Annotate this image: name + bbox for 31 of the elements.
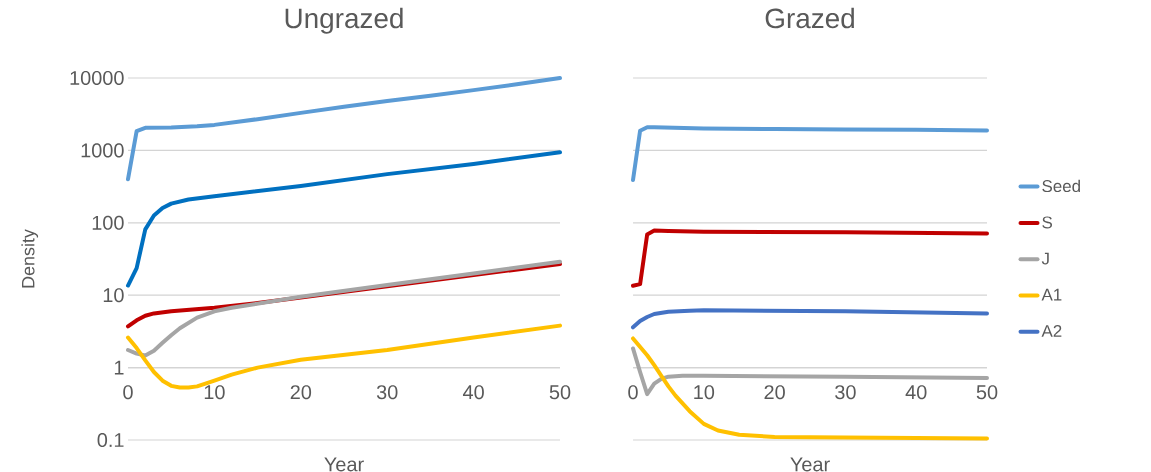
x-tick-label: 40 xyxy=(462,385,484,400)
line-series xyxy=(126,75,562,182)
line-series xyxy=(126,150,562,288)
x-axis-title: Year xyxy=(790,457,830,472)
x-tick-label: 20 xyxy=(290,385,312,400)
x-tick-label: 30 xyxy=(376,385,398,400)
x-tick-label: 40 xyxy=(905,385,927,400)
legend-label: S xyxy=(1042,216,1053,229)
x-tick-label: 0 xyxy=(628,385,638,400)
y-tick-label: 1 xyxy=(114,360,124,375)
x-tick-label: 20 xyxy=(764,385,785,400)
legend-label: A1 xyxy=(1041,288,1062,301)
legend-label: J xyxy=(1041,252,1049,265)
y-tick-label: 10000 xyxy=(70,70,124,86)
x-tick-label: 50 xyxy=(549,385,571,400)
x-axis-title: Year xyxy=(324,457,364,472)
chart-title: Grazed xyxy=(765,7,854,29)
x-tick-label: 10 xyxy=(694,385,715,400)
legend-label: A2 xyxy=(1041,325,1062,337)
x-tick-label: 0 xyxy=(123,385,133,400)
y-axis-title: Density xyxy=(21,229,39,288)
x-tick-label: 10 xyxy=(204,385,225,400)
chart-title: Ungrazed xyxy=(285,7,403,34)
x-tick-label: 50 xyxy=(976,385,998,400)
y-tick-label: 1000 xyxy=(81,143,124,158)
y-tick-label: 10 xyxy=(103,288,124,303)
legend-label: Seed xyxy=(1042,179,1080,193)
y-tick-label: 0.1 xyxy=(97,432,124,448)
x-tick-label: 30 xyxy=(835,385,856,400)
line-series xyxy=(126,259,562,358)
y-tick-label: 100 xyxy=(92,215,124,230)
